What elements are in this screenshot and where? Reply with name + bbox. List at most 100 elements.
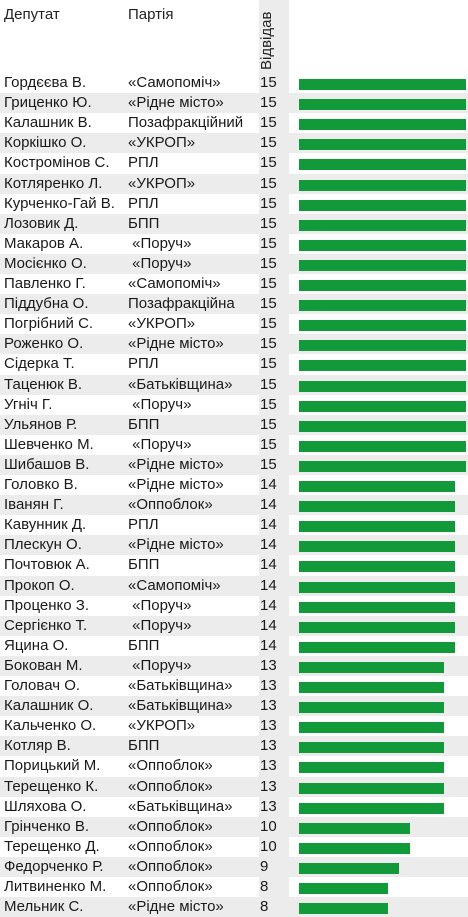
table-row: Калашник В. Позафракційний 15 <box>0 113 468 133</box>
deputy-name: Сідерка Т. <box>4 355 75 373</box>
deputy-name: Калашник О. <box>4 697 94 715</box>
party-name: «Поруч» <box>128 234 192 252</box>
deputy-name: Грінченко В. <box>4 817 90 835</box>
table-row: Шляхова О. «Батьківщина» 13 <box>0 797 468 817</box>
party-name: «Самопоміч» <box>128 74 221 91</box>
party-name: БПП <box>128 415 160 433</box>
table-row: Яцина О. БПП 14 <box>0 636 468 656</box>
visits-value: 8 <box>260 898 269 916</box>
attendance-bar <box>299 481 455 492</box>
attendance-bar <box>299 521 455 533</box>
visits-value: 15 <box>260 74 277 91</box>
visits-value: 14 <box>260 616 277 634</box>
party-name: Позафракційна <box>128 295 235 313</box>
attendance-bar <box>299 139 466 151</box>
visits-value: 13 <box>260 656 277 674</box>
table-row: Лозовик Д. БПП 15 <box>0 213 468 234</box>
deputy-name: Піддубна О. <box>4 295 89 313</box>
visits-value: 14 <box>260 496 277 514</box>
attendance-bar <box>299 621 455 633</box>
deputy-name: Макаров А. <box>4 234 84 252</box>
party-name: «Оппоблок» <box>128 837 213 855</box>
party-name: БПП <box>128 214 160 232</box>
visits-value: 15 <box>260 254 277 272</box>
attendance-bar <box>299 862 400 874</box>
table-row: Грінченко В. «Оппоблок» 10 <box>0 816 468 837</box>
deputy-name: Литвиненко М. <box>4 878 107 895</box>
deputy-name: Лозовик Д. <box>4 214 79 232</box>
party-name: «Рідне місто» <box>128 536 224 554</box>
attendance-bar <box>299 883 389 894</box>
party-name: «Батьківщина» <box>128 697 233 715</box>
table-row: Гордєєва В. «Самопоміч» 15 <box>0 73 468 93</box>
attendance-bar <box>299 99 466 111</box>
visits-value: 14 <box>260 596 277 614</box>
visits-value: 13 <box>260 777 277 795</box>
attendance-bar <box>299 742 444 754</box>
deputy-name: Костромінов С. <box>4 154 110 172</box>
party-name: «Самопоміч» <box>128 275 221 292</box>
visits-value: 9 <box>260 857 269 875</box>
visits-value: 14 <box>260 516 277 534</box>
attendance-bar <box>299 259 466 271</box>
attendance-bar <box>299 802 444 814</box>
deputy-name: Ульянов Р. <box>4 415 78 433</box>
attendance-bar <box>299 159 466 171</box>
party-name: «Самопоміч» <box>128 576 221 594</box>
table-row: Головко В. «Рідне місто» 14 <box>0 475 468 495</box>
party-name: «Поруч» <box>128 596 192 614</box>
deputy-name: Котляренко Л. <box>4 174 103 192</box>
visits-value: 13 <box>260 677 277 694</box>
deputy-name: Мосієнко О. <box>4 254 87 272</box>
visits-value: 15 <box>260 154 277 172</box>
party-name: «Рідне місто» <box>128 898 224 916</box>
party-name: Позафракційний <box>128 114 244 132</box>
visits-value: 15 <box>260 315 277 333</box>
attendance-bar <box>299 280 466 291</box>
table-row: Ульянов Р. БПП 15 <box>0 414 468 435</box>
table-row: Мосієнко О. «Поруч» 15 <box>0 253 468 274</box>
attendance-bar <box>299 400 466 412</box>
table-row: Павленко Г. «Самопоміч» 15 <box>0 274 468 294</box>
attendance-bar <box>299 581 455 593</box>
party-name: «Оппоблок» <box>128 817 213 835</box>
deputy-name: Коркішко О. <box>4 134 87 152</box>
visits-value: 15 <box>260 174 277 192</box>
party-name: «Рідне місто» <box>128 94 224 112</box>
deputy-name: Шевченко М. <box>4 435 94 453</box>
table-row: Роженко О. «Рідне місто» 15 <box>0 334 468 355</box>
deputy-name: Федорченко Р. <box>4 857 104 875</box>
visits-value: 15 <box>260 194 277 212</box>
attendance-bar <box>299 219 466 231</box>
visits-value: 15 <box>260 94 277 112</box>
attendance-bar <box>299 702 444 714</box>
attendance-bar <box>299 440 466 452</box>
table-row: Кавунник Д. РПЛ 14 <box>0 515 468 535</box>
table-row: Кальченко О. «УКРОП» 13 <box>0 716 468 736</box>
table-row: Терещенко К. «Оппоблок» 13 <box>0 776 468 797</box>
visits-value: 14 <box>260 536 277 554</box>
deputy-name: Таценюк В. <box>4 375 83 393</box>
attendance-bar <box>299 79 466 90</box>
visits-value: 15 <box>260 455 277 473</box>
deputy-name: Гордєєва В. <box>4 74 87 91</box>
deputy-name: Порицький М. <box>4 757 101 775</box>
visits-value: 13 <box>260 697 277 715</box>
visits-value: 10 <box>260 837 277 855</box>
attendance-bar <box>299 541 455 553</box>
visits-value: 14 <box>260 556 277 574</box>
party-name: «Оппоблок» <box>128 857 213 875</box>
table-row: Піддубна О. Позафракційна 15 <box>0 294 468 315</box>
visits-value: 15 <box>260 415 277 433</box>
table-row: Почтовюк А. БПП 14 <box>0 555 468 575</box>
party-name: РПЛ <box>128 355 159 373</box>
table-row: Проценко З. «Поруч» 14 <box>0 596 468 616</box>
visits-value: 15 <box>260 295 277 313</box>
deputy-name: Терещенко Д. <box>4 837 100 855</box>
deputy-name: Плескун О. <box>4 536 82 554</box>
party-name: «Рідне місто» <box>128 455 224 473</box>
party-name: «УКРОП» <box>128 134 196 152</box>
visits-value: 13 <box>260 737 277 755</box>
party-name: «Оппоблок» <box>128 777 213 795</box>
